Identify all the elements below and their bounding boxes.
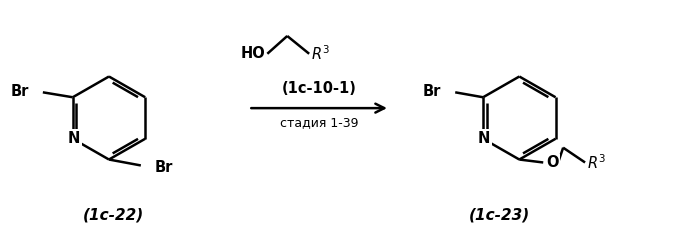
Text: Br: Br bbox=[423, 84, 441, 99]
Text: HO: HO bbox=[241, 46, 265, 61]
Text: O: O bbox=[546, 155, 559, 170]
Text: N: N bbox=[67, 131, 80, 146]
Text: Br: Br bbox=[10, 84, 29, 99]
Text: (1c-10-1): (1c-10-1) bbox=[281, 81, 356, 96]
Text: $R^3$: $R^3$ bbox=[312, 45, 330, 63]
Text: Br: Br bbox=[155, 160, 173, 175]
Text: $R^3$: $R^3$ bbox=[587, 153, 606, 172]
Text: (1c-23): (1c-23) bbox=[469, 207, 530, 222]
Text: N: N bbox=[478, 131, 490, 146]
Text: стадия 1-39: стадия 1-39 bbox=[280, 116, 358, 129]
Text: (1c-22): (1c-22) bbox=[83, 207, 145, 222]
